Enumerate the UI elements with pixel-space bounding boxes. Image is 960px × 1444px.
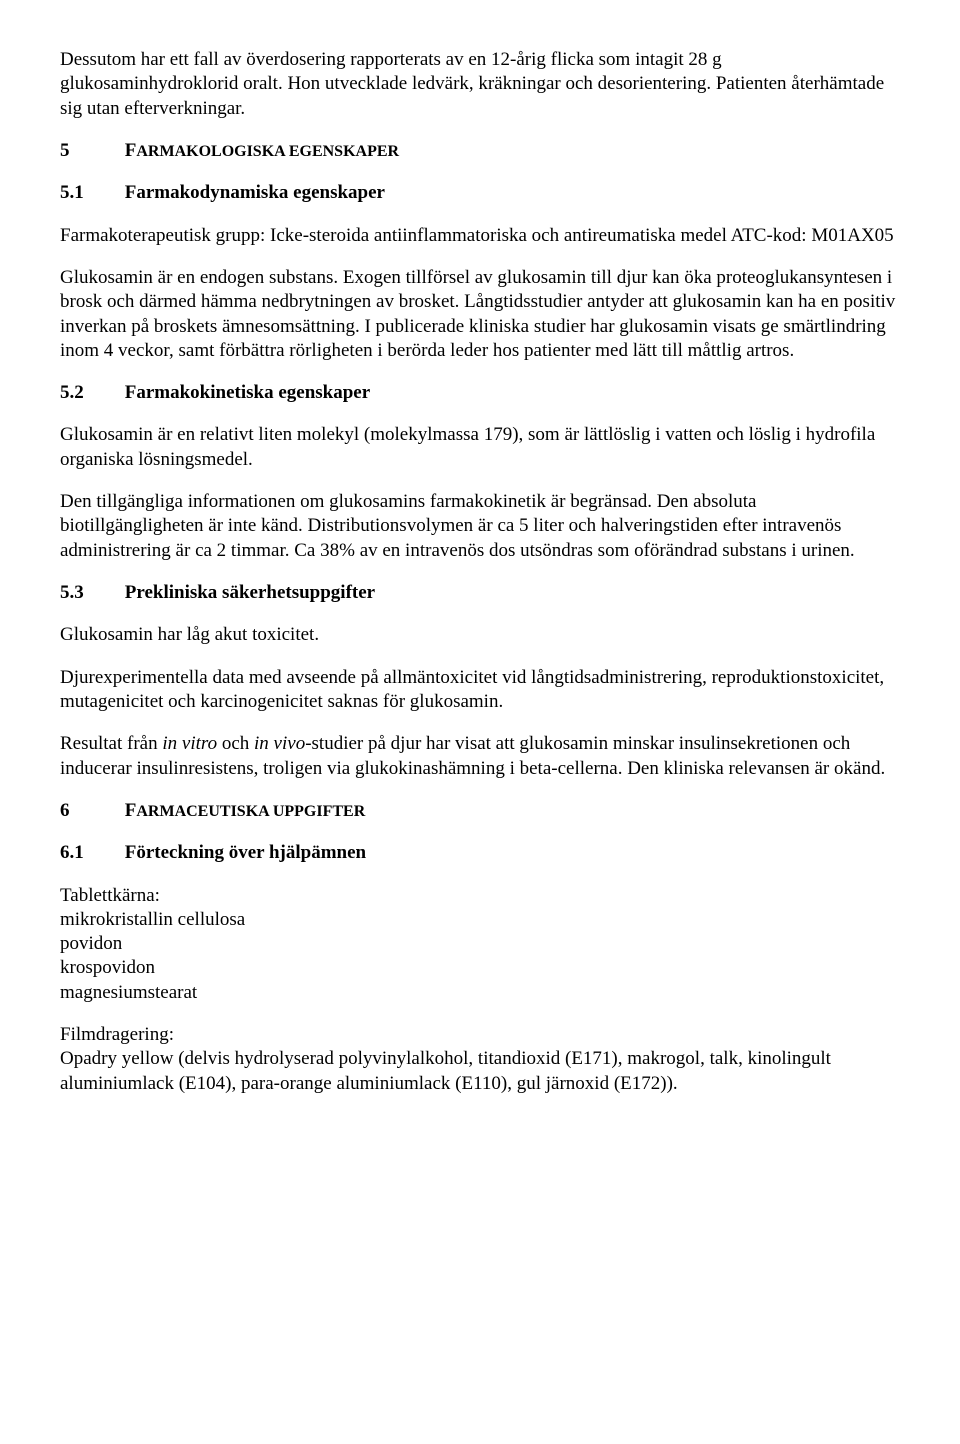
section-5-1-heading: 5.1 Farmakodynamiska egenskaper: [60, 181, 900, 205]
section-5-number: 5: [60, 139, 120, 163]
section-6-1-heading: 6.1 Förteckning över hjälpämnen: [60, 841, 900, 865]
tablet-core-item: krospovidon: [60, 956, 900, 980]
section-5-1-number: 5.1: [60, 181, 120, 205]
section-5-title: FARMAKOLOGISKA EGENSKAPER: [125, 140, 399, 161]
paragraph-intro: Dessutom har ett fall av överdosering ra…: [60, 48, 900, 121]
section-5-1-title: Farmakodynamiska egenskaper: [125, 182, 385, 203]
section-5-2-number: 5.2: [60, 381, 120, 405]
section-5-2-p2: Den tillgängliga informationen om glukos…: [60, 490, 900, 563]
section-5-2-p1: Glukosamin är en relativt liten molekyl …: [60, 423, 900, 472]
film-coating-list: Filmdragering: Opadry yellow (delvis hyd…: [60, 1023, 900, 1096]
film-coating-item: Opadry yellow (delvis hydrolyserad polyv…: [60, 1047, 900, 1096]
section-6-1-number: 6.1: [60, 841, 120, 865]
tablet-core-item: povidon: [60, 932, 900, 956]
section-5-3-p2: Djurexperimentella data med avseende på …: [60, 666, 900, 715]
tablet-core-item: mikrokristallin cellulosa: [60, 908, 900, 932]
tablet-core-label: Tablettkärna:: [60, 884, 900, 908]
section-5-3-p1: Glukosamin har låg akut toxicitet.: [60, 623, 900, 647]
section-5-3-number: 5.3: [60, 581, 120, 605]
section-5-2-heading: 5.2 Farmakokinetiska egenskaper: [60, 381, 900, 405]
section-6-heading: 6 FARMACEUTISKA UPPGIFTER: [60, 799, 900, 823]
tablet-core-item: magnesiumstearat: [60, 981, 900, 1005]
section-6-1-title: Förteckning över hjälpämnen: [125, 842, 366, 863]
tablet-core-list: Tablettkärna: mikrokristallin cellulosa …: [60, 884, 900, 1006]
section-5-3-p3: Resultat från in vitro och in vivo-studi…: [60, 732, 900, 781]
section-6-number: 6: [60, 799, 120, 823]
section-5-heading: 5 FARMAKOLOGISKA EGENSKAPER: [60, 139, 900, 163]
film-coating-label: Filmdragering:: [60, 1023, 900, 1047]
section-5-1-p1: Farmakoterapeutisk grupp: Icke-steroida …: [60, 224, 900, 248]
section-5-3-heading: 5.3 Prekliniska säkerhetsuppgifter: [60, 581, 900, 605]
section-5-2-title: Farmakokinetiska egenskaper: [125, 382, 370, 403]
section-5-3-title: Prekliniska säkerhetsuppgifter: [125, 582, 375, 603]
section-6-title: FARMACEUTISKA UPPGIFTER: [125, 800, 366, 821]
section-5-1-p2: Glukosamin är en endogen substans. Exoge…: [60, 266, 900, 363]
